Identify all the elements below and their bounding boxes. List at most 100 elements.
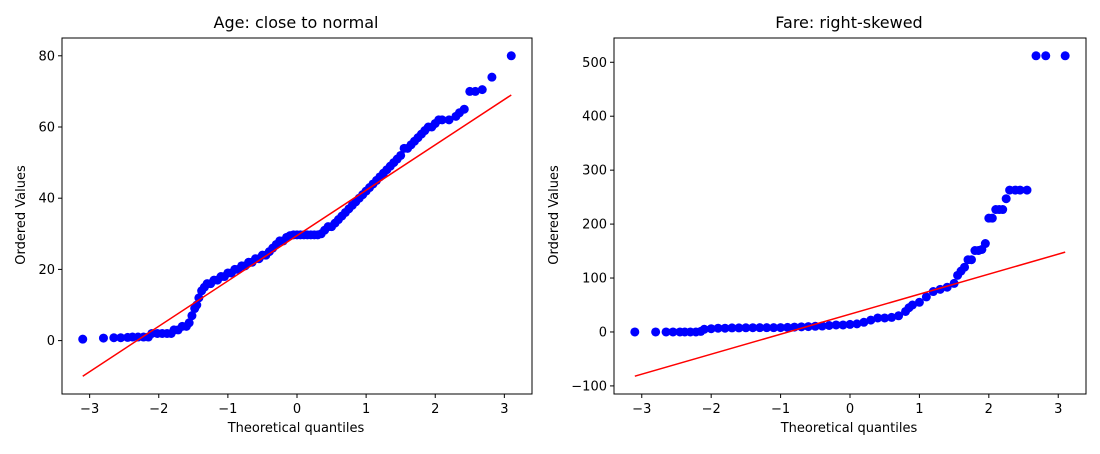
fare-data-point bbox=[987, 213, 997, 223]
fare-data-point bbox=[838, 320, 848, 330]
fare-data-point bbox=[921, 292, 931, 302]
age-y-axis-label: Ordered Values bbox=[14, 165, 29, 265]
age-data-point bbox=[187, 311, 197, 321]
fare-data-point bbox=[699, 324, 709, 334]
fare-x-tick-label: −2 bbox=[702, 402, 721, 417]
fare-data-point bbox=[894, 311, 904, 321]
fare-x-axis-label: Theoretical quantiles bbox=[780, 421, 918, 436]
fare-y-tick-label: 100 bbox=[582, 272, 607, 287]
fare-y-tick-label: 0 bbox=[599, 325, 607, 340]
fare-ticks: −3 −2 −1 0 1 2 3 −100 0 100 200 300 400 500 bbox=[571, 56, 1062, 417]
age-y-tick-label: 20 bbox=[38, 263, 55, 278]
fare-data-point bbox=[651, 327, 661, 337]
age-data-point bbox=[109, 333, 119, 343]
age-data-point bbox=[396, 150, 406, 160]
age-data-point bbox=[184, 318, 194, 328]
fare-x-tick-label: −3 bbox=[632, 402, 651, 417]
fare-x-tick-label: 1 bbox=[915, 402, 923, 417]
fare-y-tick-label: 200 bbox=[582, 218, 607, 233]
fare-data-point bbox=[769, 323, 779, 333]
fare-data-point bbox=[706, 324, 716, 334]
age-y-tick-label: 0 bbox=[47, 334, 55, 349]
age-marks bbox=[78, 51, 516, 377]
fare-data-point bbox=[1001, 194, 1011, 204]
fare-data-point bbox=[1060, 51, 1070, 61]
fare-data-point bbox=[998, 205, 1008, 215]
age-x-tick-label: 2 bbox=[431, 402, 439, 417]
age-y-tick-label: 60 bbox=[38, 121, 55, 136]
fare-x-tick-label: 0 bbox=[846, 402, 854, 417]
fare-data-point bbox=[845, 319, 855, 329]
fare-data-point bbox=[831, 320, 841, 330]
fare-data-point bbox=[1015, 185, 1025, 195]
fare-y-axis-label: Ordered Values bbox=[547, 165, 562, 265]
fare-data-point bbox=[817, 321, 827, 331]
age-y-tick-label: 80 bbox=[38, 49, 55, 64]
age-data-point bbox=[437, 115, 447, 125]
fare-data-point bbox=[720, 323, 730, 333]
fare-x-tick-label: −1 bbox=[771, 402, 790, 417]
age-data-point bbox=[78, 334, 88, 344]
age-data-point bbox=[459, 104, 469, 114]
fare-data-point bbox=[776, 323, 786, 333]
fare-data-point bbox=[630, 327, 640, 337]
fare-data-point bbox=[1031, 51, 1041, 61]
age-x-axis-label: Theoretical quantiles bbox=[227, 421, 365, 436]
fare-data-point bbox=[734, 323, 744, 333]
fare-data-point bbox=[914, 297, 924, 307]
fare-axes-frame bbox=[613, 37, 1087, 395]
fare-plot-title: Fare: right-skewed bbox=[775, 13, 922, 32]
age-x-tick-label: 3 bbox=[500, 402, 508, 417]
age-data-point bbox=[116, 333, 126, 343]
fare-y-tick-label: −100 bbox=[571, 379, 607, 394]
fare-data-point bbox=[713, 323, 723, 333]
fare-data-point bbox=[960, 262, 970, 272]
fare-data-point bbox=[907, 300, 917, 310]
age-data-point bbox=[98, 333, 108, 343]
fare-data-point bbox=[859, 317, 869, 327]
fare-data-point bbox=[762, 323, 772, 333]
fare-qq-panel: Fare: right-skewed Theoretical quantiles… bbox=[547, 13, 1087, 436]
fare-data-point bbox=[852, 319, 862, 329]
fare-data-point bbox=[880, 313, 890, 323]
age-x-tick-label: −1 bbox=[218, 402, 237, 417]
fare-data-point bbox=[661, 327, 671, 337]
age-data-point bbox=[194, 293, 204, 303]
age-qq-panel: Age: close to normal Theoretical quantil… bbox=[14, 13, 533, 436]
age-ticks: −3 −2 −1 0 1 2 3 0 20 40 60 80 bbox=[38, 49, 508, 417]
age-data-point bbox=[477, 85, 487, 95]
fare-data-point bbox=[748, 323, 758, 333]
fare-fit-line bbox=[634, 251, 1066, 377]
fare-data-point bbox=[668, 327, 678, 337]
fare-data-point bbox=[1022, 185, 1032, 195]
age-fit-line bbox=[82, 94, 512, 377]
fare-x-tick-label: 2 bbox=[985, 402, 993, 417]
fare-y-tick-label: 500 bbox=[582, 56, 607, 71]
age-x-tick-label: 0 bbox=[293, 402, 301, 417]
age-x-tick-label: −3 bbox=[80, 402, 99, 417]
fare-data-point bbox=[1041, 51, 1051, 61]
fare-marks bbox=[630, 51, 1070, 377]
age-x-tick-label: −2 bbox=[149, 402, 168, 417]
fare-y-tick-label: 400 bbox=[582, 110, 607, 125]
fare-data-point bbox=[755, 323, 765, 333]
age-data-point bbox=[444, 115, 454, 125]
age-data-point bbox=[470, 86, 480, 96]
fare-data-point bbox=[980, 239, 990, 249]
fare-x-tick-label: 3 bbox=[1054, 402, 1062, 417]
age-x-tick-label: 1 bbox=[362, 402, 370, 417]
fare-data-point bbox=[727, 323, 737, 333]
age-plot-title: Age: close to normal bbox=[214, 13, 379, 32]
fare-data-point bbox=[741, 323, 751, 333]
age-data-point bbox=[487, 72, 497, 82]
fare-data-point bbox=[873, 313, 883, 323]
age-data-point bbox=[506, 51, 516, 61]
fare-data-point bbox=[887, 312, 897, 322]
fare-data-point bbox=[966, 255, 976, 265]
fare-data-point bbox=[824, 320, 834, 330]
fare-data-point bbox=[783, 322, 793, 332]
fare-data-point bbox=[866, 315, 876, 325]
age-axes-frame bbox=[61, 37, 533, 395]
